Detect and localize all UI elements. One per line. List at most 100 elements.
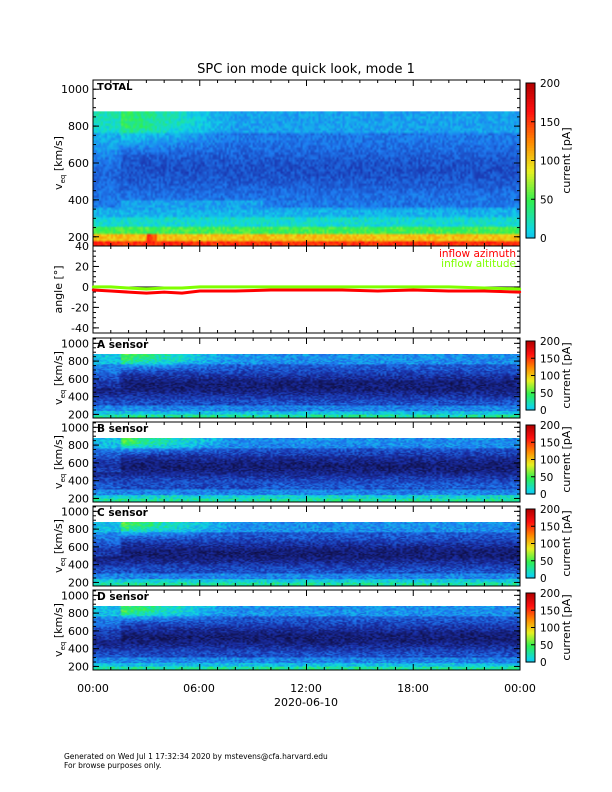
y-tick-label: -20 (71, 301, 89, 314)
series-point (180, 291, 184, 295)
colorbar-swatch (526, 391, 535, 394)
colorbar-swatch (526, 145, 535, 149)
colorbar-swatch (526, 106, 535, 110)
colorbar-swatch (526, 594, 535, 596)
colorbar-swatch (526, 598, 535, 601)
colorbar-swatch (526, 629, 535, 632)
panel-label: C sensor (97, 507, 149, 519)
colorbar-swatch (526, 561, 535, 564)
colorbar-swatch (526, 484, 535, 487)
colorbar-swatch (526, 601, 535, 603)
colorbar-swatch (526, 459, 535, 462)
colorbar-swatch (526, 222, 535, 226)
colorbar-swatch (526, 602, 535, 604)
colorbar-tick-label: 50 (540, 556, 553, 568)
colorbar-swatch (526, 537, 535, 540)
colorbar-swatch (526, 479, 535, 481)
y-tick-label: 600 (68, 373, 89, 386)
y-tick-label: 200 (68, 231, 89, 244)
colorbar-swatch (526, 387, 535, 389)
colorbar-tick-label: 50 (540, 388, 553, 400)
colorbar-swatch (526, 467, 535, 470)
colorbar-label: current [pA] (560, 510, 573, 576)
colorbar-swatch (526, 534, 535, 537)
colorbar-swatch (526, 406, 535, 409)
colorbar-swatch (526, 469, 535, 472)
colorbar-swatch (526, 434, 535, 436)
colorbar-swatch (526, 659, 535, 662)
colorbar-swatch (526, 543, 535, 546)
x-tick-label: 00:00 (77, 682, 109, 695)
colorbar-swatch (526, 157, 535, 162)
colorbar-swatch (526, 657, 535, 660)
y-tick-label: 800 (68, 607, 89, 620)
colorbar-tick-label: 150 (540, 437, 560, 449)
colorbar-swatch (526, 212, 535, 216)
series-point (376, 289, 379, 293)
y-tick-label: 20 (75, 260, 89, 273)
y-tick-label: 1000 (61, 505, 89, 518)
colorbar-swatch (526, 191, 535, 195)
colorbar-swatch (526, 390, 535, 393)
colorbar-tick-label: 100 (540, 455, 560, 467)
colorbar-swatch (526, 436, 535, 439)
y-tick-label: 0 (82, 281, 89, 294)
series-point (180, 286, 184, 290)
colorbar-swatch (526, 520, 535, 523)
colorbar-swatch (526, 437, 535, 440)
colorbar-swatch (526, 351, 535, 354)
colorbar-swatch (526, 450, 535, 453)
y-tick-label: 40 (75, 240, 89, 253)
colorbar-swatch (526, 627, 535, 630)
colorbar-swatch (526, 610, 535, 612)
colorbar-swatch (526, 449, 535, 451)
series-point (145, 291, 148, 295)
y-tick-label: 200 (68, 660, 89, 673)
colorbar-swatch (526, 515, 535, 518)
colorbar-swatch (526, 517, 535, 519)
series-point (91, 288, 95, 292)
colorbar-tick-label: 200 (540, 78, 560, 90)
colorbar-swatch (526, 557, 535, 560)
y-tick-label: 400 (68, 194, 89, 207)
colorbar-swatch (526, 124, 535, 128)
colorbar-swatch (526, 85, 535, 89)
colorbar-label: current [pA] (560, 127, 573, 193)
panel-angle: -40 -20 0 20 40 angle [°] inflow azimuthinflow… (52, 240, 522, 335)
colorbar-swatch (526, 480, 535, 482)
colorbar-swatch (526, 512, 535, 515)
colorbar-swatch (526, 365, 535, 367)
colorbar-swatch (526, 616, 535, 618)
colorbar-swatch (526, 373, 535, 375)
colorbar-swatch (526, 360, 535, 363)
y-tick-label: 600 (68, 457, 89, 470)
spectrogram-image (93, 354, 520, 418)
colorbar-swatch (526, 535, 535, 538)
colorbar-swatch (526, 364, 535, 366)
colorbar-swatch (526, 395, 535, 397)
colorbar-swatch (526, 523, 535, 526)
y-tick-label: 600 (68, 541, 89, 554)
colorbar-swatch (526, 572, 535, 574)
colorbar-swatch (526, 217, 535, 221)
colorbar-swatch (526, 637, 535, 640)
y-tick-label: 1000 (61, 589, 89, 602)
footer-browse: For browse purposes only. (64, 761, 162, 770)
colorbar-swatch (526, 643, 535, 646)
legend-entry: inflow altitude (441, 258, 516, 270)
colorbar-swatch (526, 401, 535, 404)
colorbar-swatch (526, 488, 535, 490)
colorbar-swatch (526, 514, 535, 517)
colorbar-swatch (526, 341, 535, 343)
series-point (305, 288, 308, 292)
colorbar-swatch (526, 625, 535, 627)
colorbar-swatch (526, 384, 535, 387)
colorbar-swatch (526, 511, 535, 514)
colorbar-swatch (526, 596, 535, 599)
colorbar-swatch (526, 634, 535, 637)
spectrogram-image (93, 111, 520, 246)
colorbar-swatch (526, 374, 535, 377)
